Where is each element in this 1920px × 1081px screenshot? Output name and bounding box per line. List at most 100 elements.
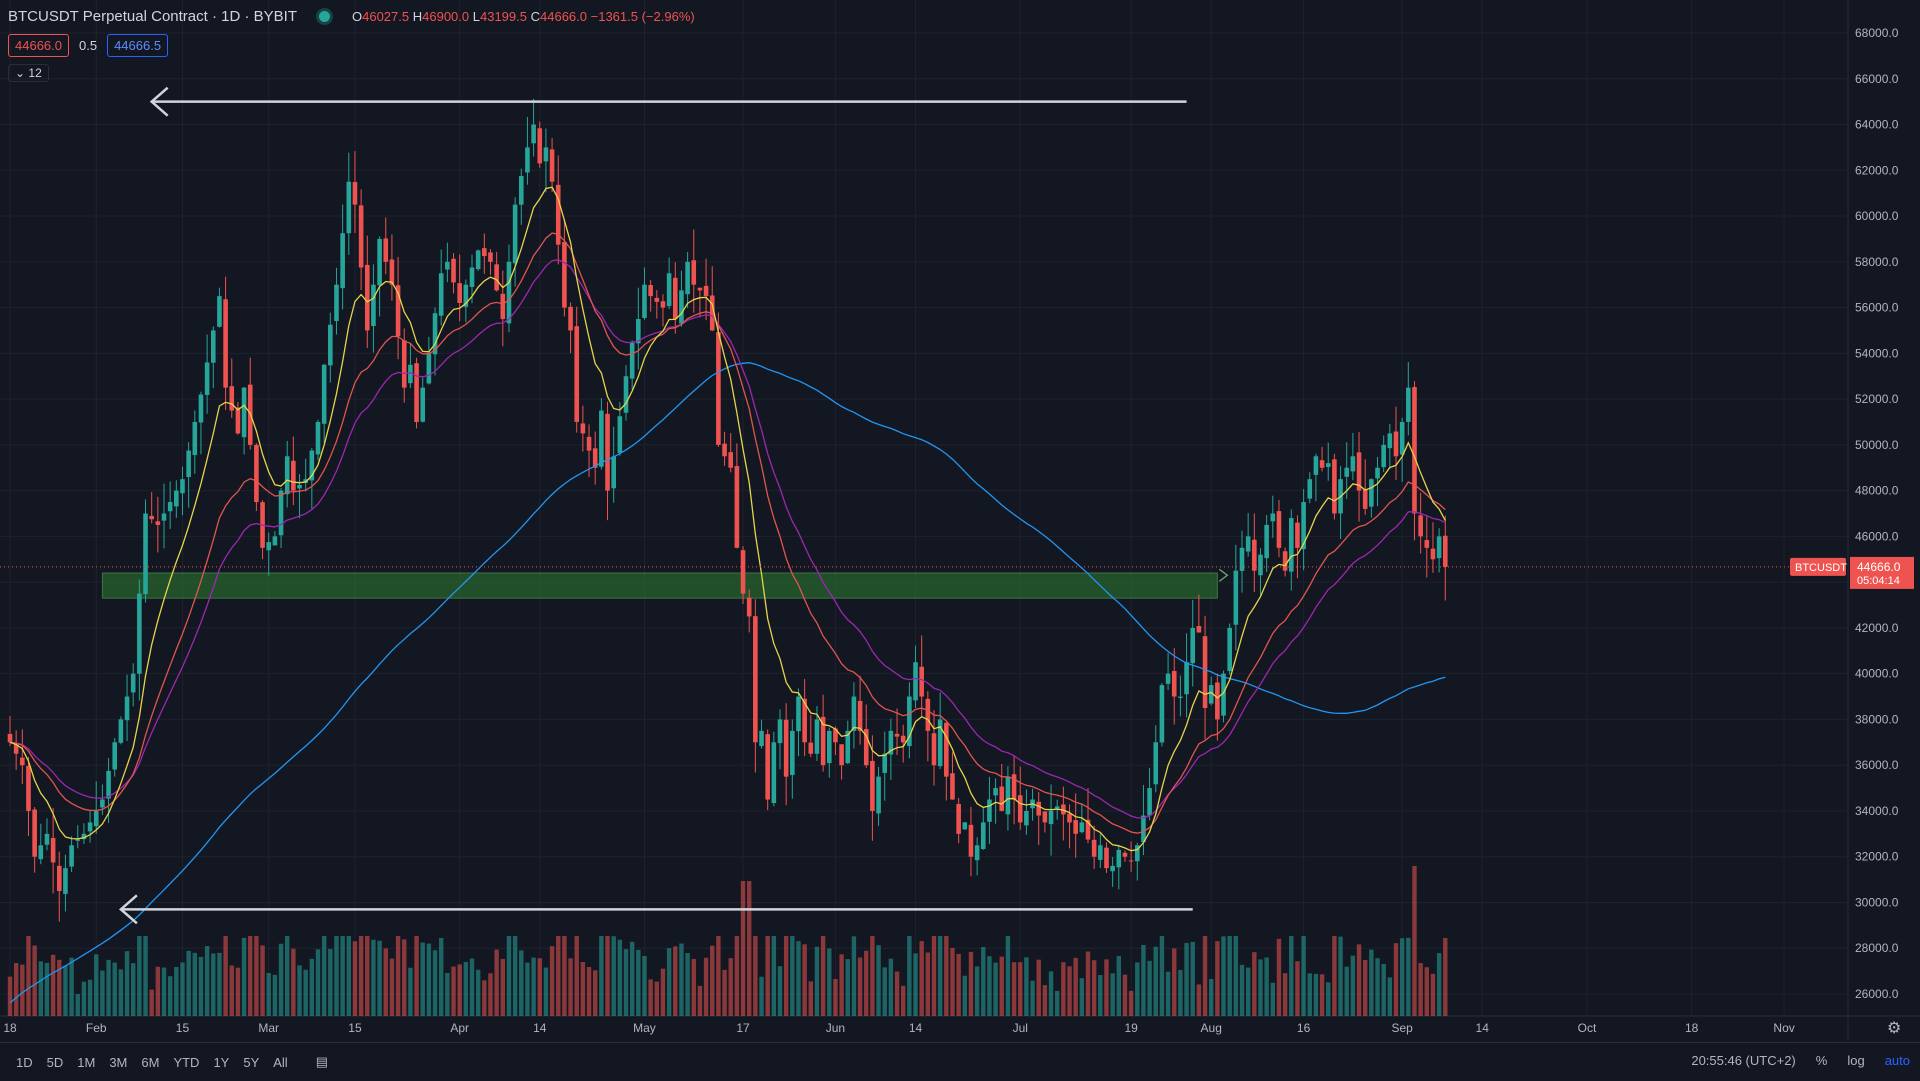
candle-body — [512, 204, 518, 264]
volume-bar — [420, 942, 425, 1016]
candle-body — [63, 868, 68, 894]
percent-toggle[interactable]: % — [1815, 1053, 1828, 1068]
volume-bar — [260, 945, 265, 1016]
range-all[interactable]: All — [273, 1054, 288, 1070]
volume-bar — [1313, 973, 1319, 1016]
indicators-collapse-button[interactable]: ⌄ 12 — [8, 64, 49, 82]
volume-bar — [124, 951, 130, 1016]
volume-bar — [519, 950, 524, 1016]
candle-body — [1270, 513, 1276, 522]
candle-body — [457, 283, 462, 303]
volume-bar — [278, 943, 284, 1016]
volume-bar — [537, 958, 542, 1016]
volume-bar — [1172, 948, 1177, 1016]
volume-bar — [167, 976, 173, 1016]
volume-bar — [1430, 973, 1436, 1016]
candle-body — [186, 450, 191, 478]
candle-body — [494, 264, 499, 291]
candle-body — [746, 597, 752, 617]
volume-bar — [1245, 967, 1251, 1016]
range-ytd[interactable]: YTD — [173, 1054, 200, 1070]
volume-bar — [1048, 971, 1054, 1016]
volume-bar — [851, 936, 857, 1016]
candle-body — [826, 730, 832, 764]
volume-bar — [790, 936, 795, 1016]
candle-body — [525, 147, 530, 173]
volume-bar — [568, 958, 573, 1016]
range-5y[interactable]: 5Y — [243, 1054, 260, 1070]
volume-bar — [673, 946, 678, 1016]
candle-body — [956, 803, 961, 834]
volume-bar — [839, 954, 844, 1016]
buy-button[interactable]: 44666.5 — [107, 34, 169, 57]
price-tick-label: 36000.0 — [1855, 758, 1899, 772]
candle-body — [100, 799, 105, 808]
candle-body — [765, 734, 770, 800]
calendar-icon[interactable]: ▤ — [315, 1054, 328, 1069]
price-chart[interactable]: 26000.0 28000.0 30000.0 32000.0 34000.0 36000… — [0, 0, 1920, 1040]
candle-body — [580, 423, 586, 434]
volume-bar — [1344, 966, 1349, 1016]
candle-body — [210, 330, 216, 363]
candle-body — [833, 728, 838, 743]
volume-bar — [1030, 980, 1035, 1016]
candle-body — [987, 799, 992, 822]
volume-bar — [408, 967, 413, 1016]
range-1y[interactable]: 1Y — [213, 1054, 230, 1070]
price-tick-label: 58000.0 — [1855, 255, 1899, 269]
time-tick-label: Jul — [1013, 1021, 1028, 1035]
symbol-title[interactable]: BTCUSDT Perpetual Contract · 1D · BYBIT — [8, 8, 297, 25]
candle-body — [13, 744, 19, 754]
time-tick-label: Jun — [826, 1021, 845, 1035]
candle-body — [155, 521, 161, 525]
sell-button[interactable]: 44666.0 — [8, 34, 69, 57]
log-toggle[interactable]: log — [1847, 1053, 1865, 1068]
range-5d[interactable]: 5D — [46, 1054, 64, 1070]
auto-toggle[interactable]: auto — [1884, 1053, 1910, 1068]
candle-body — [229, 386, 235, 411]
volume-bar — [395, 936, 401, 1016]
candle-body — [254, 444, 259, 503]
range-6m[interactable]: 6M — [141, 1054, 160, 1070]
price-tick-label: 64000.0 — [1855, 118, 1899, 132]
volume-bar — [894, 971, 900, 1016]
volume-bar — [229, 965, 234, 1016]
volume-bar — [426, 943, 432, 1016]
volume-bar — [445, 972, 450, 1016]
candle-body — [1091, 839, 1097, 857]
range-3m[interactable]: 3M — [109, 1054, 128, 1070]
volume-bar — [26, 936, 31, 1016]
candle-body — [1215, 682, 1220, 720]
candle-body — [364, 264, 370, 331]
volume-bar — [106, 959, 111, 1016]
volume-bar — [993, 962, 998, 1016]
candle-body — [50, 837, 56, 863]
volume-bar — [20, 964, 25, 1016]
candle-body — [537, 128, 543, 164]
range-1d[interactable]: 1D — [16, 1054, 33, 1070]
volume-bar — [771, 936, 777, 1016]
volume-bar — [1184, 942, 1189, 1016]
candle-body — [81, 833, 87, 840]
chart-background — [0, 0, 1920, 1040]
candle-body — [426, 353, 432, 384]
volume-bar — [365, 936, 370, 1016]
volume-bar — [611, 936, 616, 1016]
price-tick-label: 62000.0 — [1855, 163, 1899, 177]
range-1m[interactable]: 1M — [77, 1054, 96, 1070]
candle-body — [974, 845, 980, 861]
volume-bar — [1252, 952, 1257, 1016]
price-tick-label: 68000.0 — [1855, 26, 1899, 40]
gear-icon[interactable]: ⚙ — [1887, 1018, 1901, 1037]
candle-body — [1332, 459, 1337, 514]
candle-body — [69, 845, 74, 867]
volume-bar — [660, 968, 666, 1016]
candle-body — [371, 284, 376, 326]
price-tick-label: 48000.0 — [1855, 484, 1899, 498]
candle-body — [297, 484, 302, 489]
volume-bar — [1406, 937, 1411, 1016]
volume-bar — [740, 881, 746, 1016]
clock-readout[interactable]: 20:55:46 (UTC+2) — [1691, 1053, 1796, 1068]
candle-body — [1098, 845, 1103, 860]
volume-bar — [1338, 936, 1343, 1016]
